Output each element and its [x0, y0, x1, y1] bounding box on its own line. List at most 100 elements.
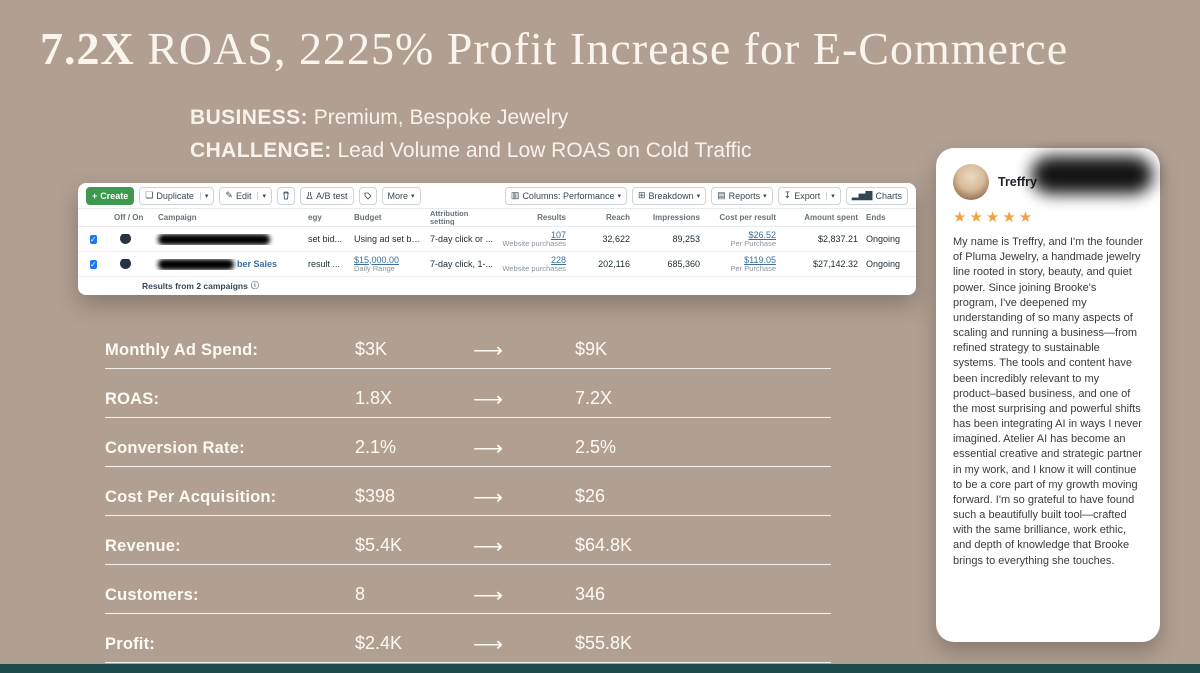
business-value: Premium, Bespoke Jewelry	[307, 106, 569, 129]
charts-button[interactable]: ▂▅▇ Charts	[845, 186, 908, 205]
metrics-table: Monthly Ad Spend: $3K ⟶ $9K ROAS: 1.8X ⟶…	[105, 320, 831, 663]
metric-row: Conversion Rate: 2.1% ⟶ 2.5%	[105, 418, 831, 467]
ends-cell: Ongoing	[866, 258, 901, 269]
export-icon: ↧	[783, 190, 792, 200]
attribution-cell: 7-day click or ...	[430, 233, 494, 244]
metric-label: Cost Per Acquisition:	[105, 488, 277, 506]
col-campaign[interactable]: Campaign	[158, 213, 197, 222]
col-reach[interactable]: Reach	[605, 213, 630, 222]
col-strategy[interactable]: egy	[308, 213, 322, 222]
metric-before: $2.4K	[355, 633, 403, 653]
bottom-accent-bar	[0, 664, 1200, 673]
challenge-line: CHALLENGE: Lead Volume and Low ROAS on C…	[190, 135, 752, 168]
metric-row: Monthly Ad Spend: $3K ⟶ $9K	[105, 320, 831, 369]
redacted-last-name	[1031, 156, 1153, 194]
ab-test-button[interactable]: A/B test	[299, 186, 354, 205]
col-impressions[interactable]: Impressions	[652, 213, 700, 222]
arrow-right-icon: ⟶	[473, 584, 504, 608]
arrow-right-icon: ⟶	[473, 633, 504, 657]
metric-after: $9K	[575, 339, 608, 359]
breakdown-button[interactable]: ⊞ Breakdown ▾	[632, 186, 707, 205]
chevron-down-icon: ▾	[763, 192, 767, 200]
metric-after: $26	[575, 486, 606, 506]
duplicate-button[interactable]: ❏ Duplicate ▾	[139, 186, 215, 205]
tag-button[interactable]	[358, 186, 377, 205]
export-button[interactable]: ↧ Export ▾	[777, 186, 841, 205]
challenge-value: Lead Volume and Low ROAS on Cold Traffic	[331, 138, 752, 162]
table-row: ✓ ber Sales result ... $15,000.00 Daily R…	[78, 252, 916, 277]
row-checkbox[interactable]: ✓	[90, 259, 97, 269]
chevron-down-icon: ▾	[696, 192, 701, 200]
metric-label: Monthly Ad Spend:	[105, 341, 259, 359]
chevron-down-icon[interactable]: ▾	[826, 191, 835, 200]
metric-after: $64.8K	[575, 535, 633, 555]
columns-icon: ▥	[510, 190, 520, 200]
subtitle-block: BUSINESS: Premium, Bespoke Jewelry CHALL…	[190, 102, 752, 167]
col-cost-per-result[interactable]: Cost per result	[719, 213, 776, 222]
metric-before: $5.4K	[355, 535, 403, 555]
chevron-down-icon[interactable]: ▾	[257, 191, 266, 200]
title-rest: ROAS, 2225% Profit Increase for E-Commer…	[134, 23, 1069, 74]
col-amount-spent[interactable]: Amount spent	[804, 213, 858, 222]
testimonial-name: Treffry	[998, 175, 1037, 189]
redacted-campaign-name	[158, 233, 270, 245]
arrow-right-icon: ⟶	[473, 535, 504, 559]
reach-cell: 202,116	[598, 258, 630, 269]
star-rating: ★★★★★	[953, 209, 1036, 226]
metric-label: Revenue:	[105, 537, 181, 555]
col-budget[interactable]: Budget	[354, 213, 382, 222]
challenge-label: CHALLENGE:	[190, 138, 332, 162]
campaign-name-cell[interactable]	[154, 233, 304, 245]
campaign-name-cell[interactable]: ber Sales	[154, 258, 304, 270]
reports-button[interactable]: ▤ Reports ▾	[711, 186, 773, 205]
more-button[interactable]: More ▾	[381, 186, 421, 205]
chevron-down-icon[interactable]: ▾	[199, 191, 208, 200]
duplicate-icon: ❏	[145, 190, 154, 200]
business-line: BUSINESS: Premium, Bespoke Jewelry	[190, 102, 752, 135]
delete-button[interactable]	[276, 186, 295, 205]
col-ends[interactable]: Ends	[866, 213, 886, 222]
metric-row: Revenue: $5.4K ⟶ $64.8K	[105, 516, 831, 565]
metric-after: 2.5%	[575, 437, 617, 457]
arrow-right-icon: ⟶	[473, 339, 504, 363]
budget-cell: Using ad set bu...	[354, 233, 425, 244]
reports-icon: ▤	[717, 190, 726, 200]
title-highlight: 7.2X	[40, 23, 135, 74]
business-label: BUSINESS:	[190, 106, 308, 129]
testimonial-card: Treffry ★★★★★ My name is Treffry, and I'…	[936, 148, 1160, 642]
strategy-cell: result ...	[308, 258, 341, 269]
row-checkbox[interactable]: ✓	[90, 234, 97, 244]
charts-icon: ▂▅▇	[851, 190, 873, 200]
amount-spent-cell: $2,837.21	[817, 233, 858, 244]
chevron-down-icon: ▾	[617, 192, 621, 200]
table-row: ✓ set bid... Using ad set bu... 7-day cl…	[78, 227, 916, 252]
arrow-right-icon: ⟶	[473, 486, 504, 510]
results-cell: 107 Website purchases	[502, 229, 566, 248]
metric-row: ROAS: 1.8X ⟶ 7.2X	[105, 369, 831, 418]
metric-row: Cost Per Acquisition: $398 ⟶ $26	[105, 467, 831, 516]
metric-label: ROAS:	[105, 390, 160, 408]
ends-cell: Ongoing	[866, 233, 901, 244]
metric-label: Profit:	[105, 635, 155, 653]
trash-icon	[282, 191, 289, 200]
edit-button[interactable]: ✎ Edit ▾	[219, 186, 272, 205]
pencil-icon: ✎	[225, 190, 233, 200]
columns-button[interactable]: ▥ Columns: Performance ▾	[504, 186, 627, 205]
metric-before: 8	[355, 584, 366, 604]
col-off-on[interactable]: Off / On	[114, 213, 144, 222]
results-summary: Results from 2 campaigns ⓘ	[142, 280, 259, 291]
metric-row: Customers: 8 ⟶ 346	[105, 565, 831, 614]
col-results[interactable]: Results	[537, 213, 566, 222]
col-attribution[interactable]: Attribution setting	[430, 209, 469, 226]
metric-label: Conversion Rate:	[105, 439, 245, 457]
ads-toolbar: + Create ❏ Duplicate ▾ ✎ Edit ▾ A/B test More…	[78, 183, 916, 209]
create-button[interactable]: + Create	[86, 186, 135, 205]
avatar	[953, 164, 989, 200]
reach-cell: 32,622	[602, 233, 630, 244]
metric-before: $3K	[355, 339, 388, 359]
plus-icon: +	[92, 190, 98, 201]
ads-toolbar-right: ▥ Columns: Performance ▾ ⊞ Breakdown ▾ ▤ Repo…	[504, 186, 908, 205]
testimonial-header: Treffry	[953, 156, 1153, 202]
info-icon[interactable]: ⓘ	[250, 281, 259, 290]
